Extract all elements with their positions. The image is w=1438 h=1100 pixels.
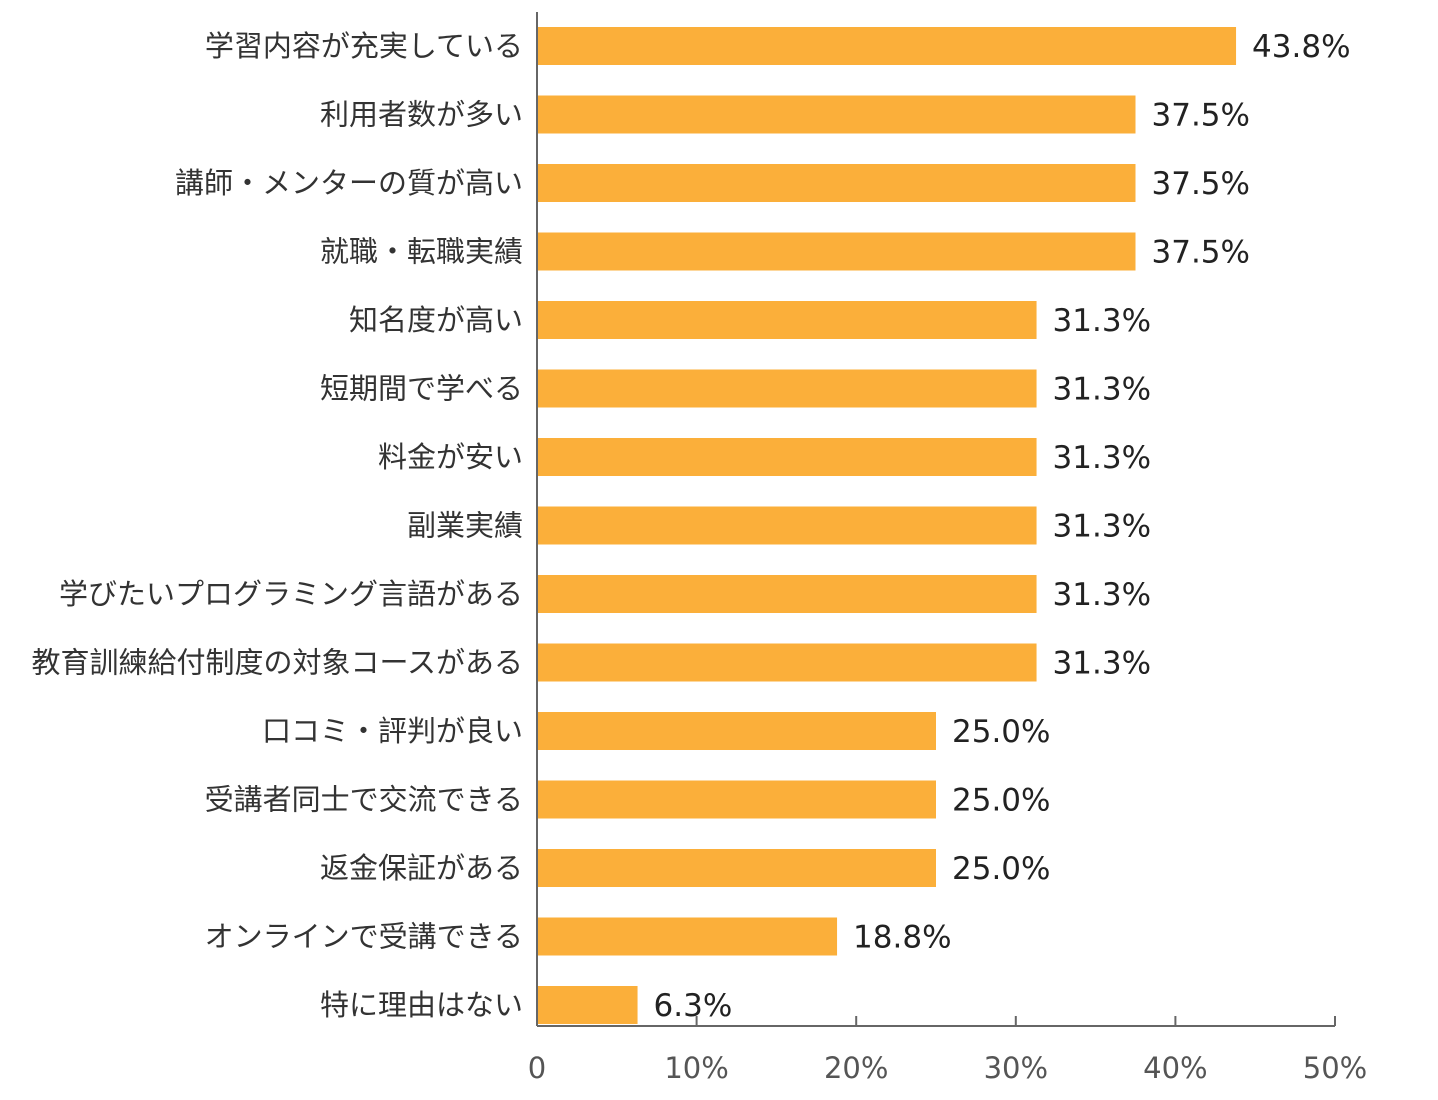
- value-labels-group: 43.8%37.5%37.5%37.5%31.3%31.3%31.3%31.3%…: [654, 29, 1351, 1024]
- bar-4: [537, 301, 1037, 339]
- category-label-11: 受講者同士で交流できる: [205, 783, 523, 817]
- x-axis-ticks-group: 0 10% 20% 30% 40% 50%: [528, 1016, 1367, 1085]
- bar-7: [537, 506, 1037, 545]
- value-label-13: 18.8%: [853, 920, 951, 956]
- x-tick-label-2: 20%: [824, 1051, 888, 1085]
- value-label-8: 31.3%: [1053, 577, 1151, 613]
- category-label-13: オンラインで受講できる: [205, 920, 523, 954]
- bar-12: [537, 849, 936, 887]
- bar-5: [537, 369, 1037, 408]
- x-tick-label-0: 0: [528, 1051, 546, 1085]
- value-label-0: 43.8%: [1252, 29, 1350, 65]
- bars-group: [537, 27, 1237, 1024]
- category-label-0: 学習内容が充実している: [205, 29, 523, 63]
- bar-13: [537, 917, 838, 956]
- category-label-8: 学びたいプログラミング言語がある: [59, 577, 523, 611]
- category-label-14: 特に理由はない: [320, 988, 523, 1022]
- category-label-3: 就職・転職実績: [320, 235, 523, 269]
- value-label-1: 37.5%: [1152, 98, 1250, 134]
- value-label-5: 31.3%: [1053, 372, 1151, 408]
- category-label-12: 返金保証がある: [320, 851, 523, 885]
- bar-2: [537, 164, 1136, 202]
- category-label-4: 知名度が高い: [349, 303, 523, 337]
- category-label-2: 講師・メンターの質が高い: [175, 166, 523, 200]
- x-tick-label-1: 10%: [664, 1051, 728, 1085]
- bar-8: [537, 575, 1037, 613]
- category-label-7: 副業実績: [407, 509, 523, 543]
- value-label-2: 37.5%: [1152, 166, 1250, 202]
- value-label-9: 31.3%: [1053, 646, 1151, 682]
- category-label-9: 教育訓練給付制度の対象コースがある: [31, 646, 523, 680]
- bar-0: [537, 27, 1237, 65]
- value-label-4: 31.3%: [1053, 303, 1151, 339]
- x-tick-label-3: 30%: [984, 1051, 1048, 1085]
- bar-6: [537, 438, 1037, 476]
- bar-3: [537, 232, 1136, 271]
- value-label-11: 25.0%: [952, 783, 1050, 819]
- value-label-7: 31.3%: [1053, 509, 1151, 545]
- value-label-12: 25.0%: [952, 851, 1050, 887]
- bar-10: [537, 712, 936, 750]
- bar-1: [537, 95, 1136, 134]
- category-label-1: 利用者数が多い: [320, 98, 523, 132]
- value-label-14: 6.3%: [654, 988, 733, 1024]
- category-label-10: 口コミ・評判が良い: [262, 714, 523, 748]
- bar-9: [537, 643, 1037, 682]
- x-tick-label-4: 40%: [1143, 1051, 1207, 1085]
- x-tick-label-5: 50%: [1303, 1051, 1367, 1085]
- bar-14: [537, 986, 638, 1024]
- category-labels-group: 学習内容が充実している利用者数が多い講師・メンターの質が高い就職・転職実績知名度…: [31, 29, 523, 1022]
- value-label-3: 37.5%: [1152, 235, 1250, 271]
- value-label-6: 31.3%: [1053, 440, 1151, 476]
- bar-11: [537, 780, 936, 819]
- category-label-5: 短期間で学べる: [320, 372, 523, 406]
- value-label-10: 25.0%: [952, 714, 1050, 750]
- category-label-6: 料金が安い: [378, 440, 523, 474]
